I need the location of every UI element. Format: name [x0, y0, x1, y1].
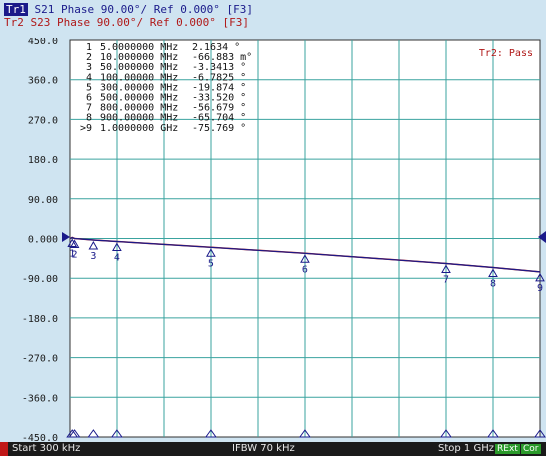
- marker-table-value: -33.520 °: [192, 93, 246, 104]
- marker-triangle-icon: [88, 240, 99, 250]
- trace2-label[interactable]: Tr2 S23 Phase 90.00°/ Ref 0.000° [F3]: [4, 16, 250, 29]
- marker-triangle-icon: [69, 239, 80, 249]
- marker-number-label: 6: [302, 264, 308, 275]
- marker-table-id: 6: [86, 93, 92, 104]
- marker-table-value: 2.1634 °: [192, 42, 240, 53]
- y-tick-label: 270.0: [28, 115, 58, 126]
- bottom-marker-triangle-icon: [534, 429, 546, 438]
- traces: [69, 236, 541, 273]
- trace-header: Tr1 S21 Phase 90.00°/ Ref 0.000° [F3] Tr…: [0, 0, 546, 38]
- bottom-marker-indicators: [66, 429, 546, 438]
- marker-triangle-icon: [67, 238, 78, 248]
- marker-table-frequency: 800.00000 MHz: [100, 103, 178, 114]
- marker-table-id: 5: [86, 82, 92, 93]
- bottom-marker-triangle-icon: [68, 429, 81, 438]
- y-tick-label: -270.0: [22, 354, 58, 365]
- marker-number-label: 5: [208, 258, 214, 269]
- marker-number-label: 4: [114, 252, 120, 263]
- bottom-marker-triangle-icon: [204, 429, 217, 438]
- y-tick-label: -90.00: [22, 274, 58, 285]
- y-axis-ticks: 450.0 360.0 270.0 180.0 90.00 0.000 -90.00 -180…: [22, 38, 58, 442]
- marker-table-frequency: 500.00000 MHz: [100, 93, 178, 104]
- marker-triangle-icon: [535, 272, 545, 282]
- marker-table-frequency: 5.0000000 MHz: [100, 42, 178, 53]
- marker-triangle-icon: [206, 248, 216, 257]
- y-tick-label: 450.0: [28, 38, 58, 47]
- stop-frequency[interactable]: Stop 1 GHz: [438, 443, 494, 454]
- markers: 12 3 4 5 6 7 8 9: [67, 238, 545, 294]
- marker-table-frequency: 100.00000 MHz: [100, 72, 178, 83]
- cor-badge: Cor: [521, 444, 541, 454]
- marker-number-label: 7: [443, 275, 449, 286]
- marker-table-value: -56.679 °: [192, 103, 246, 114]
- channel-indicator: [0, 442, 8, 456]
- trace-line-tr1: [69, 236, 541, 273]
- y-tick-label: 180.0: [28, 155, 58, 166]
- trace1-badge[interactable]: Tr1: [4, 3, 28, 16]
- marker-table-id: 8: [86, 113, 92, 124]
- y-tick-label: 90.00: [28, 195, 58, 206]
- y-tick-label: 0.000: [28, 235, 58, 246]
- marker-triangle-icon: [300, 254, 310, 263]
- bottom-marker-triangle-icon: [298, 429, 311, 438]
- marker-table-value: -19.874 °: [192, 82, 246, 93]
- bottom-marker-triangle-icon: [87, 429, 100, 438]
- marker-table-value: -6.7825 °: [192, 72, 246, 83]
- y-tick-label: -450.0: [22, 433, 58, 442]
- marker-triangle-icon: [441, 264, 451, 274]
- bottom-marker-triangle-icon: [110, 429, 123, 438]
- y-tick-label: 360.0: [28, 76, 58, 87]
- marker-table-value: -65.704 °: [192, 113, 246, 124]
- rext-badge: RExt: [495, 444, 520, 454]
- marker-number-label: 2: [72, 250, 78, 261]
- marker-table-id: 7: [86, 103, 92, 114]
- if-bandwidth[interactable]: IFBW 70 kHz: [232, 443, 295, 454]
- marker-table-id: 2: [86, 52, 92, 63]
- marker-triangle-icon: [488, 268, 498, 277]
- marker-table-frequency: 900.00000 MHz: [100, 113, 178, 124]
- marker-table-value: -75.769 °: [192, 123, 246, 134]
- status-bar: Start 300 kHz IFBW 70 kHz Stop 1 GHz REx…: [0, 442, 546, 456]
- trace1-label[interactable]: Tr1 S21 Phase 90.00°/ Ref 0.000° [F3]: [4, 3, 253, 16]
- marker-number-label: 8: [490, 278, 496, 289]
- y-tick-label: -360.0: [22, 393, 58, 404]
- marker-table-value: -66.883 m°: [192, 52, 252, 63]
- marker-table-id: 1: [86, 42, 92, 53]
- reference-left-arrow-icon[interactable]: [62, 232, 70, 242]
- marker-table: 1 5.0000000 MHz 2.1634 ° 2 10.000000 MHz -66.…: [80, 42, 252, 134]
- marker-number-label: 1: [69, 249, 75, 260]
- phase-chart[interactable]: 450.0 360.0 270.0 180.0 90.00 0.000 -90.00 -180…: [0, 38, 546, 442]
- trace1-text: S21 Phase 90.00°/ Ref 0.000° [F3]: [27, 3, 254, 16]
- marker-table-frequency: 300.00000 MHz: [100, 82, 178, 93]
- bottom-marker-triangle-icon: [440, 429, 452, 438]
- marker-table-id: >9: [80, 123, 92, 134]
- marker-table-frequency: 1.0000000 GHz: [100, 123, 178, 134]
- start-frequency[interactable]: Start 300 kHz: [12, 443, 81, 454]
- y-tick-label: -180.0: [22, 314, 58, 325]
- marker-table-value: -3.3413 °: [192, 62, 246, 73]
- marker-number-label: 9: [537, 283, 543, 294]
- pass-status: Tr2: Pass: [479, 48, 533, 59]
- marker-table-id: 3: [86, 62, 92, 73]
- marker-table-frequency: 50.000000 MHz: [100, 62, 178, 73]
- marker-table-frequency: 10.000000 MHz: [100, 52, 178, 63]
- marker-triangle-icon: [112, 242, 122, 251]
- bottom-marker-triangle-icon: [487, 429, 499, 438]
- marker-table-id: 4: [86, 72, 92, 83]
- grid: [70, 40, 540, 437]
- marker-number-label: 3: [90, 251, 96, 262]
- reference-right-arrow-icon[interactable]: [538, 231, 546, 243]
